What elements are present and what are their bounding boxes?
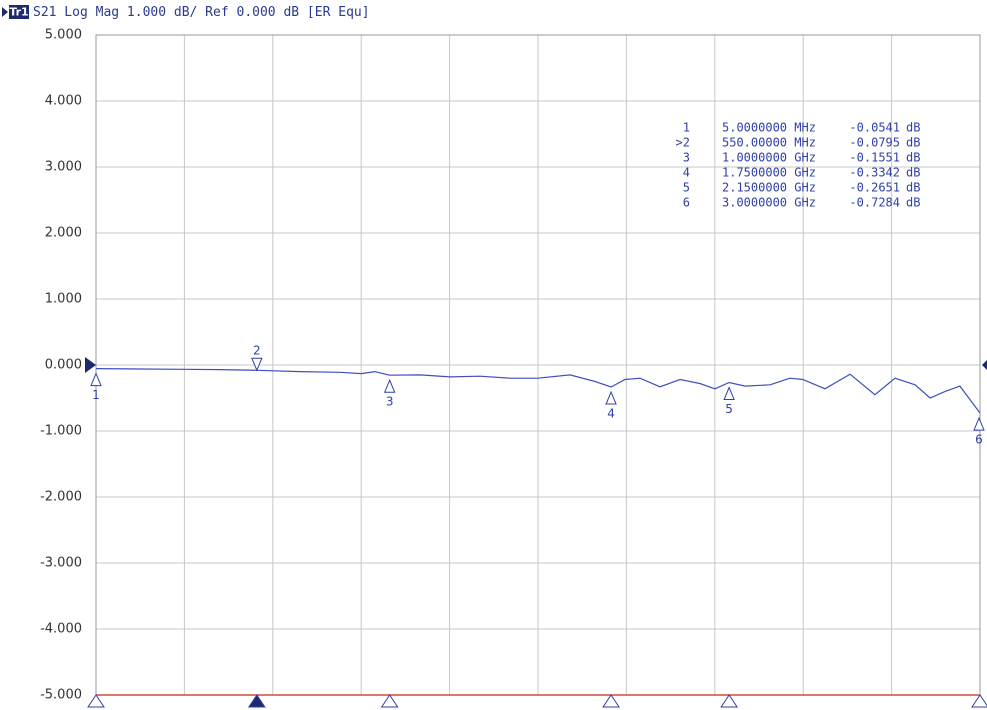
page: {"chart_data": { "type": "line", "trace_… bbox=[0, 0, 987, 710]
y-tick-label: -3.000 bbox=[40, 556, 82, 571]
marker-table-id: 5 bbox=[683, 181, 690, 195]
marker bbox=[974, 418, 984, 430]
y-tick-label: 4.000 bbox=[45, 94, 82, 109]
marker-label: 1 bbox=[92, 388, 100, 402]
marker-table-unit: dB bbox=[906, 166, 920, 180]
marker-label: 4 bbox=[607, 407, 615, 421]
marker-position-indicator bbox=[721, 695, 737, 707]
marker-label: 5 bbox=[725, 402, 733, 416]
marker-label: 3 bbox=[386, 395, 394, 409]
y-tick-label: 5.000 bbox=[45, 28, 82, 43]
marker-table-frequency: 5.0000000 MHz bbox=[722, 121, 816, 135]
marker-label: 2 bbox=[253, 344, 261, 358]
y-tick-label: -4.000 bbox=[40, 622, 82, 637]
marker-table-value: -0.7284 bbox=[849, 196, 900, 210]
marker bbox=[385, 380, 395, 392]
marker-table-value: -0.0541 bbox=[849, 121, 900, 135]
marker-table-unit: dB bbox=[906, 151, 920, 165]
y-tick-label: 3.000 bbox=[45, 160, 82, 175]
chart: Tr1 S21 Log Mag 1.000 dB/ Ref 0.000 dB [… bbox=[0, 0, 987, 710]
marker-table-unit: dB bbox=[906, 136, 920, 150]
marker-table-value: -0.1551 bbox=[849, 151, 900, 165]
marker-table-frequency: 1.7500000 GHz bbox=[722, 166, 816, 180]
marker-table-frequency: 1.0000000 GHz bbox=[722, 151, 816, 165]
y-tick-label: -5.000 bbox=[40, 688, 82, 703]
marker bbox=[606, 392, 616, 404]
marker-position-indicator bbox=[249, 695, 265, 707]
trace-pointer bbox=[2, 7, 8, 17]
marker bbox=[91, 374, 101, 386]
y-tick-label: -2.000 bbox=[40, 490, 82, 505]
marker-table-id: 6 bbox=[683, 196, 690, 210]
marker-label: 6 bbox=[975, 433, 983, 447]
marker-position-indicator bbox=[972, 695, 987, 707]
marker-table-unit: dB bbox=[906, 196, 920, 210]
trace-badge: Tr1 bbox=[9, 6, 28, 19]
marker-table-frequency: 550.00000 MHz bbox=[722, 136, 816, 150]
marker-table-id: 4 bbox=[683, 166, 690, 180]
marker-table-frequency: 2.1500000 GHz bbox=[722, 181, 816, 195]
marker-table-id: 3 bbox=[683, 151, 690, 165]
ref-arrow-right bbox=[982, 360, 987, 370]
marker-position-indicator bbox=[603, 695, 619, 707]
marker-table-id: 1 bbox=[683, 121, 690, 135]
marker-table-value: -0.2651 bbox=[849, 181, 900, 195]
y-tick-label: -1.000 bbox=[40, 424, 82, 439]
marker bbox=[724, 387, 734, 399]
y-tick-label: 2.000 bbox=[45, 226, 82, 241]
chart-title: S21 Log Mag 1.000 dB/ Ref 0.000 dB [ER E… bbox=[33, 5, 370, 20]
marker-table-unit: dB bbox=[906, 181, 920, 195]
ref-arrow-left bbox=[85, 357, 96, 373]
y-tick-label: 1.000 bbox=[45, 292, 82, 307]
marker-table-id: >2 bbox=[676, 136, 690, 150]
marker-table-unit: dB bbox=[906, 121, 920, 135]
y-tick-label: 0.000 bbox=[45, 358, 82, 373]
marker bbox=[252, 358, 262, 370]
marker-position-indicator bbox=[88, 695, 104, 707]
marker-table-frequency: 3.0000000 GHz bbox=[722, 196, 816, 210]
marker-position-indicator bbox=[382, 695, 398, 707]
marker-table-value: -0.3342 bbox=[849, 166, 900, 180]
marker-table-value: -0.0795 bbox=[849, 136, 900, 150]
